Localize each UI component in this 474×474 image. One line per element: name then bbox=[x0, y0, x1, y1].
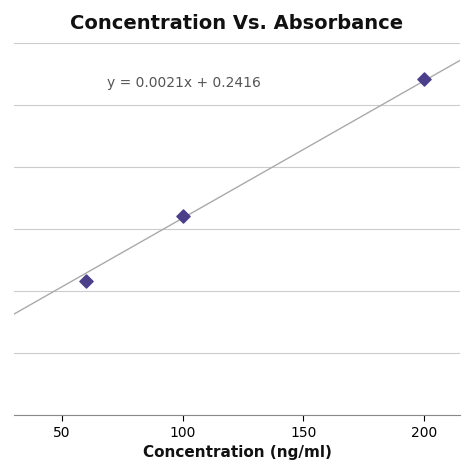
X-axis label: Concentration (ng/ml): Concentration (ng/ml) bbox=[143, 445, 331, 460]
Point bbox=[82, 277, 90, 285]
Point bbox=[420, 75, 428, 82]
Title: Concentration Vs. Absorbance: Concentration Vs. Absorbance bbox=[71, 14, 403, 33]
Point bbox=[179, 212, 187, 219]
Text: y = 0.0021x + 0.2416: y = 0.0021x + 0.2416 bbox=[107, 76, 260, 91]
